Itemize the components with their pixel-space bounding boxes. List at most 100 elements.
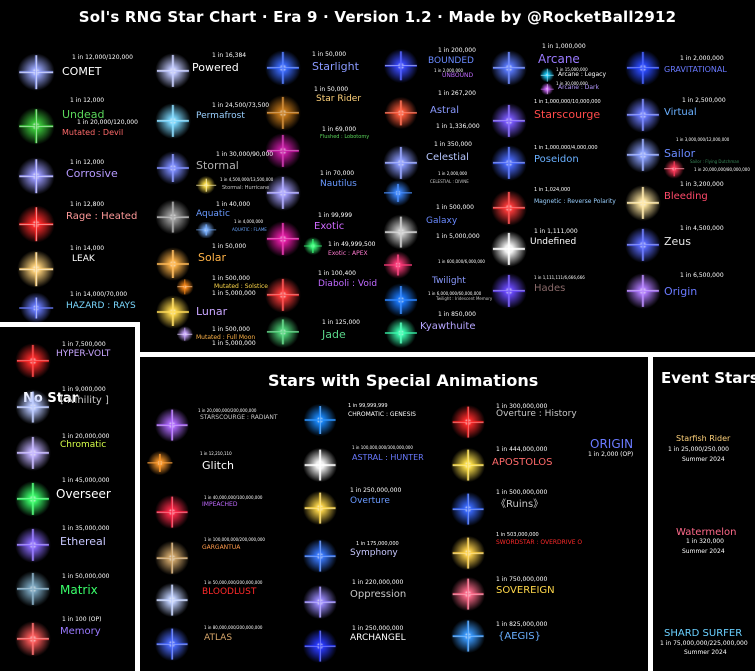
star-icon — [150, 148, 196, 188]
star-label: APOSTOLOS — [492, 457, 553, 468]
star-label: 1 in 2,500,000 — [682, 97, 726, 104]
star-icon — [620, 45, 666, 91]
star-label: 1 in 50,000 — [312, 51, 347, 58]
star-icon — [298, 580, 342, 624]
star-label: Powered — [192, 61, 239, 74]
star-label: [ Nihility ] — [60, 395, 109, 406]
star-label: 1 in 50,000,000/200,000,000 — [204, 580, 263, 585]
star-icon — [378, 180, 418, 206]
star-label: 1 in 40,000,000/100,000,000 — [204, 495, 263, 500]
star-label: 1 in 1,000,000/10,000,000 — [534, 99, 601, 105]
star-label: 1 in 1,000,000 — [542, 43, 586, 50]
star-label: 1 in 35,000,000 — [62, 525, 110, 532]
section-title: Event Stars — [661, 369, 755, 387]
star-label: Lunar — [196, 305, 228, 318]
star-label: 1 in 45,000,000 — [62, 477, 110, 484]
star-label: 1 in 825,000,000 — [496, 621, 548, 628]
star-label: 1 in 100,000,000/300,000,000 — [352, 445, 413, 450]
star-icon — [10, 338, 56, 384]
section-title: Stars with Special Animations — [268, 371, 539, 390]
star-label: CELESTIAL : DIVINE — [430, 179, 469, 184]
star-label: 1 in 4,500,000 — [680, 225, 724, 232]
star-label: 1 in 503,000,000 — [496, 532, 539, 538]
star-label: Jade — [322, 328, 346, 341]
star-label: Overture — [350, 496, 390, 506]
star-label: 1 in 3,000,000/12,000,000 — [676, 137, 730, 142]
star-label: 1 in 175,000,000 — [356, 541, 399, 547]
star-icon — [260, 314, 306, 350]
star-icon — [150, 98, 196, 144]
star-label: Star Rider — [316, 94, 362, 104]
star-label: CHROMATIC : GENESIS — [348, 411, 416, 418]
star-label: 1 in 350,000 — [434, 141, 472, 148]
star-label: Celestial — [426, 152, 469, 163]
star-icon — [10, 430, 56, 476]
star-label: Glitch — [202, 459, 234, 472]
star-label: ORIGIN — [590, 437, 634, 451]
star-label: Twilight : Iridescent Memory — [436, 296, 493, 301]
star-icon — [150, 403, 194, 447]
star-label: 1 in 30,000,000 — [556, 81, 588, 86]
star-label: Starfish Rider — [676, 434, 731, 443]
star-label: 1 in 12,000 — [70, 159, 105, 166]
star-label: GRAVITATIONAL — [664, 65, 727, 74]
star-icon — [298, 624, 342, 668]
star-icon — [378, 140, 424, 186]
star-icon — [446, 531, 490, 575]
star-label: 1 in 6,500,000 — [680, 272, 724, 279]
star-label: 1 in 75,000,000/225,000,000 — [660, 640, 748, 647]
star-icon — [150, 578, 194, 622]
star-label: Mutated : Devil — [62, 128, 124, 137]
star-label: 1 in 6,000,000/60,000,000 — [428, 291, 482, 296]
star-label: 1 in 5,000,000 — [212, 340, 256, 347]
star-label: Arcane : Legacy — [558, 71, 607, 78]
star-label: 1 in 250,000,000 — [350, 487, 402, 494]
star-label: Poseidon — [534, 154, 579, 165]
star-label: Stormal — [196, 159, 239, 172]
star-label: {AEGIS} — [498, 631, 541, 642]
star-label: Starlight — [312, 60, 359, 73]
star-label: AQUATIC : FLAME — [232, 227, 267, 232]
star-icon — [446, 614, 490, 658]
divider — [135, 352, 755, 357]
star-icon — [12, 200, 60, 248]
star-icon — [12, 293, 60, 323]
divider — [0, 322, 140, 327]
star-label: 1 in 15,000,000 — [556, 67, 588, 72]
star-icon — [260, 170, 306, 216]
star-icon — [298, 443, 342, 487]
star-label: Memory — [60, 626, 101, 637]
star-label: HYPER-VOLT — [56, 349, 111, 359]
star-label: SWORDSTAR : OVERDRIVE O — [496, 539, 583, 546]
star-label: 1 in 100 (OP) — [62, 616, 102, 623]
divider — [648, 352, 653, 671]
star-label: 1 in 99,999,999 — [348, 403, 388, 409]
star-label: Sailor — [664, 147, 696, 160]
star-label: 1 in 14,000/70,000 — [70, 291, 128, 298]
star-label: Mutated : Full Moon — [196, 334, 256, 341]
star-icon — [300, 236, 326, 256]
star-label: Overture : History — [496, 409, 577, 419]
star-icon — [260, 128, 306, 174]
star-icon — [620, 268, 666, 314]
star-label: 1 in 2,000 (OP) — [588, 451, 634, 458]
star-label: 1 in 12,800 — [70, 201, 105, 208]
star-label: 《Ruins》 — [496, 499, 544, 510]
star-label: 1 in 250,000,000 — [352, 625, 404, 632]
star-icon — [260, 45, 306, 91]
star-label: LEAK — [72, 254, 95, 264]
star-icon — [192, 176, 220, 194]
star-label: Exotic : APEX — [328, 250, 368, 257]
star-label: Magnetic : Reverse Polarity — [534, 198, 616, 205]
star-label: Kyawthuite — [420, 321, 476, 332]
star-label: 1 in 4,500,000/13,500,000 — [220, 177, 274, 182]
star-label: Aquatic — [196, 209, 230, 219]
star-icon — [298, 534, 342, 578]
star-icon — [486, 98, 532, 144]
star-icon — [142, 450, 178, 476]
star-label: 1 in 7,500,000 — [62, 341, 106, 348]
star-label: 1 in 444,000,000 — [496, 446, 548, 453]
star-icon — [378, 210, 424, 254]
star-label: Galaxy — [426, 216, 458, 226]
star-label: Stormal: Hurricane — [222, 185, 270, 191]
